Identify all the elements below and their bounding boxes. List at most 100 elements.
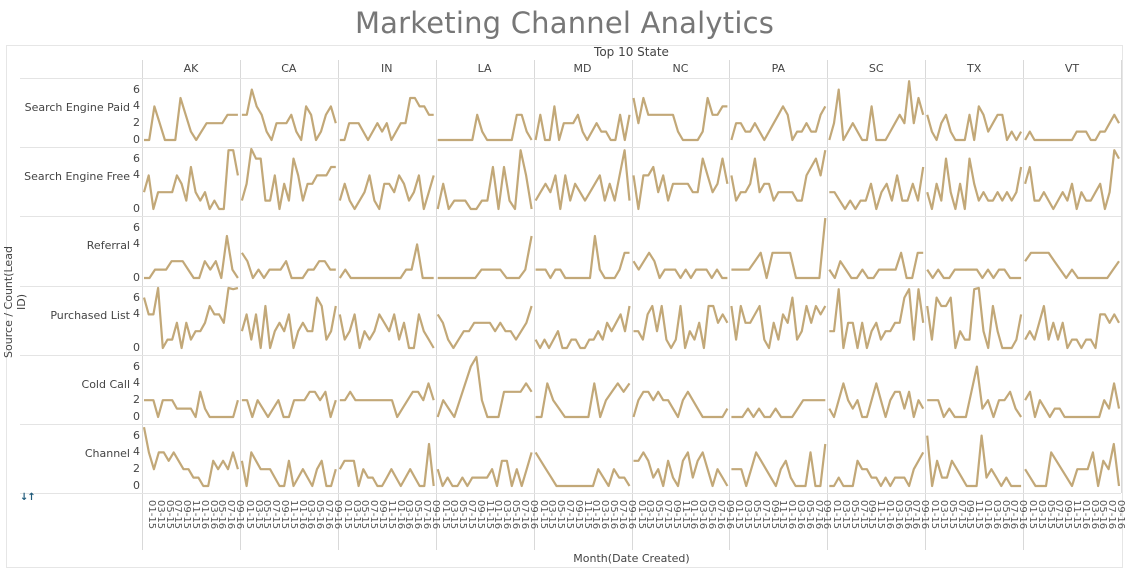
row-divider <box>20 216 1121 217</box>
series-line-la <box>436 452 533 488</box>
series-line-nc <box>632 390 729 419</box>
column-divider <box>337 60 339 550</box>
series-line-md <box>535 234 630 280</box>
series-line-pa <box>731 443 827 488</box>
y-tick-label: 4 <box>133 168 140 182</box>
series-line-ca <box>241 88 337 142</box>
series-line-md <box>535 382 631 419</box>
y-tick-label: 2 <box>133 116 140 130</box>
series-line-ca <box>240 296 337 350</box>
column-header-vt: VT <box>1064 62 1080 75</box>
y-tick-label: 4 <box>133 307 140 321</box>
series-line-ak <box>142 286 239 350</box>
row-header: Search Engine Paid <box>24 100 130 114</box>
series-line-pa <box>730 105 827 142</box>
sort-icon[interactable]: ↓↑ <box>20 492 36 503</box>
series-line-pa <box>730 296 827 350</box>
row-divider <box>20 424 1121 425</box>
column-divider <box>435 60 437 550</box>
series-line-in <box>338 442 435 488</box>
series-line-la <box>437 113 533 142</box>
column-divider <box>827 60 829 550</box>
series-line-in <box>339 96 434 142</box>
row-divider <box>20 147 1121 148</box>
series-line-md <box>534 149 631 211</box>
y-tick-label: 2 <box>133 462 140 476</box>
series-line-tx <box>926 286 1023 350</box>
y-tick-label: 0 <box>133 271 140 284</box>
y-tick-label: 4 <box>133 237 140 251</box>
series-line-pa <box>731 399 826 419</box>
column-divider <box>925 60 927 550</box>
series-line-la <box>437 235 533 280</box>
series-line-sc <box>829 166 925 211</box>
row-header: Channel <box>84 446 130 460</box>
column-divider <box>1023 60 1025 550</box>
series-line-ca <box>240 451 337 488</box>
series-line-vt <box>1024 149 1120 211</box>
series-line-la <box>436 149 533 211</box>
series-line-md <box>534 451 631 488</box>
column-divider <box>1121 60 1122 493</box>
series-line-ak <box>142 149 239 211</box>
column-divider <box>631 60 633 550</box>
series-line-nc <box>632 251 728 280</box>
series-line-tx <box>926 157 1023 211</box>
page-title: Marketing Channel Analytics <box>354 6 775 40</box>
row-header: Cold Call <box>81 377 130 391</box>
series-line-vt <box>1024 382 1121 419</box>
y-tick-label: 0 <box>133 341 140 354</box>
y-tick-label: 6 <box>133 82 140 96</box>
series-line-ak <box>144 96 238 142</box>
chart-frame <box>6 45 1123 568</box>
row-divider <box>20 355 1121 356</box>
series-line-sc <box>828 80 925 142</box>
column-header-ak: AK <box>183 62 199 75</box>
series-line-in <box>338 313 435 350</box>
series-line-in <box>338 243 434 280</box>
y-tick-label: 0 <box>133 133 140 146</box>
series-line-md <box>534 305 631 350</box>
series-line-vt <box>1024 251 1120 280</box>
x-axis-title: Month(Date Created) <box>573 552 690 565</box>
series-line-nc <box>633 304 729 350</box>
series-line-la <box>436 305 533 350</box>
series-line-nc <box>632 157 729 211</box>
series-line-nc <box>632 96 728 142</box>
column-header-nc: NC <box>672 62 689 75</box>
series-line-in <box>339 382 435 419</box>
series-line-tx <box>927 365 1023 419</box>
column-divider <box>239 60 241 550</box>
series-line-la <box>436 355 533 419</box>
row-header: Referral <box>86 238 130 252</box>
y-tick-label: 4 <box>133 445 140 459</box>
row-header: Search Engine Free <box>24 169 130 183</box>
column-header-in: IN <box>381 62 393 75</box>
row-header: Purchased List <box>50 308 130 322</box>
series-line-ak <box>144 390 239 419</box>
series-line-sc <box>829 288 925 350</box>
column-header-tx: TX <box>967 62 982 75</box>
series-line-ca <box>241 390 337 419</box>
column-header-pa: PA <box>771 62 786 75</box>
series-line-md <box>534 105 631 142</box>
y-tick-label: 6 <box>133 290 140 304</box>
series-line-ak <box>144 234 239 280</box>
series-line-ca <box>240 252 336 280</box>
y-tick-label: 2 <box>133 393 140 407</box>
row-divider <box>20 78 1121 79</box>
y-tick-label: 0 <box>133 479 140 492</box>
series-line-pa <box>730 149 827 202</box>
series-line-tx <box>926 434 1022 488</box>
y-tick-label: 6 <box>133 359 140 373</box>
series-line-ca <box>240 147 336 211</box>
column-header-sc: SC <box>868 62 884 75</box>
column-divider <box>142 60 143 550</box>
row-divider <box>20 493 1121 494</box>
y-tick-label: 4 <box>133 99 140 113</box>
series-line-sc <box>828 382 925 419</box>
series-line-sc <box>829 451 925 488</box>
series-line-in <box>338 174 435 211</box>
column-divider <box>729 60 731 550</box>
